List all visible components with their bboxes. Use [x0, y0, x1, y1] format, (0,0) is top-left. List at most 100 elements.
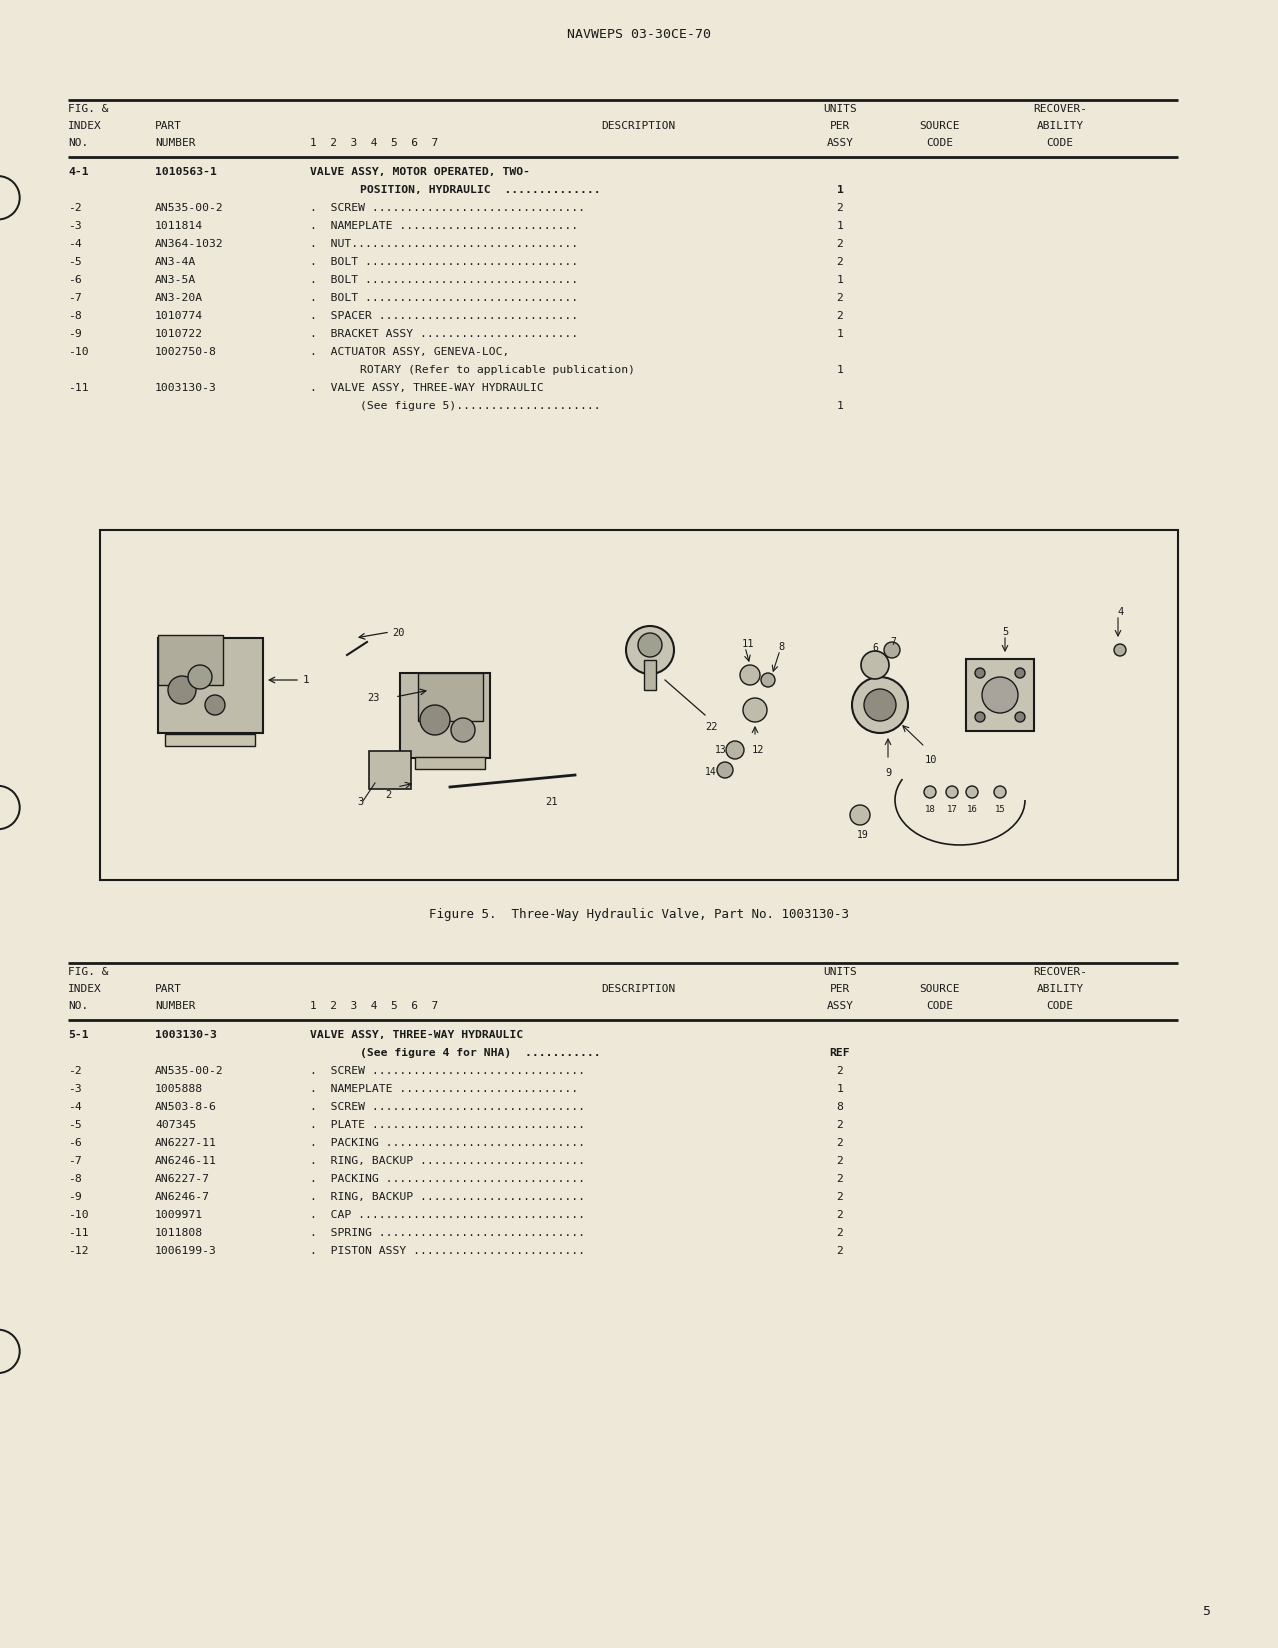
- Text: VALVE ASSY, THREE-WAY HYDRAULIC: VALVE ASSY, THREE-WAY HYDRAULIC: [311, 1030, 523, 1040]
- Text: AN535-00-2: AN535-00-2: [155, 203, 224, 213]
- Circle shape: [0, 176, 20, 219]
- Text: 2: 2: [837, 1228, 843, 1238]
- Bar: [644, 659, 656, 691]
- Circle shape: [946, 786, 958, 798]
- Circle shape: [451, 719, 475, 742]
- Text: 1: 1: [303, 676, 309, 686]
- Text: -3: -3: [68, 1084, 82, 1094]
- Circle shape: [188, 666, 212, 689]
- Text: .  RING, BACKUP ........................: . RING, BACKUP ........................: [311, 1155, 585, 1167]
- Text: FIG. &: FIG. &: [68, 967, 109, 977]
- Text: SOURCE: SOURCE: [920, 120, 960, 130]
- Text: 2: 2: [837, 203, 843, 213]
- Text: PER: PER: [829, 120, 850, 130]
- Text: RECOVER-: RECOVER-: [1033, 967, 1088, 977]
- Text: ROTARY (Refer to applicable publication): ROTARY (Refer to applicable publication): [360, 364, 635, 376]
- Text: 1010774: 1010774: [155, 311, 203, 321]
- Text: 2: 2: [837, 1139, 843, 1149]
- Text: 17: 17: [947, 804, 957, 814]
- Text: 1: 1: [837, 1084, 843, 1094]
- Text: 1003130-3: 1003130-3: [155, 382, 217, 392]
- Text: 1: 1: [837, 364, 843, 376]
- Text: UNITS: UNITS: [823, 104, 856, 114]
- Text: 1006199-3: 1006199-3: [155, 1246, 217, 1256]
- Circle shape: [966, 786, 978, 798]
- Text: 22: 22: [705, 722, 717, 732]
- Circle shape: [726, 742, 744, 760]
- Circle shape: [975, 667, 985, 677]
- Text: 2: 2: [837, 239, 843, 249]
- Circle shape: [743, 699, 767, 722]
- Text: (See figure 5).....................: (See figure 5).....................: [360, 400, 601, 410]
- Text: INDEX: INDEX: [68, 120, 102, 130]
- Text: .  SCREW ...............................: . SCREW ...............................: [311, 1103, 585, 1112]
- Text: 2: 2: [837, 1155, 843, 1167]
- Circle shape: [0, 786, 20, 829]
- Text: 2: 2: [837, 293, 843, 303]
- Text: Figure 5.  Three-Way Hydraulic Valve, Part No. 1003130-3: Figure 5. Three-Way Hydraulic Valve, Par…: [429, 908, 849, 921]
- Text: .  ACTUATOR ASSY, GENEVA-LOC,: . ACTUATOR ASSY, GENEVA-LOC,: [311, 348, 510, 358]
- Text: NO.: NO.: [68, 1000, 88, 1010]
- Circle shape: [861, 651, 889, 679]
- Text: .  SCREW ...............................: . SCREW ...............................: [311, 203, 585, 213]
- Text: -12: -12: [68, 1246, 88, 1256]
- Text: 14: 14: [705, 766, 717, 776]
- Text: AN503-8-6: AN503-8-6: [155, 1103, 217, 1112]
- Text: .  NAMEPLATE ..........................: . NAMEPLATE ..........................: [311, 1084, 578, 1094]
- Text: DESCRIPTION: DESCRIPTION: [601, 120, 675, 130]
- Text: 4: 4: [1117, 606, 1123, 616]
- Text: .  RING, BACKUP ........................: . RING, BACKUP ........................: [311, 1192, 585, 1201]
- Text: 9: 9: [884, 768, 891, 778]
- Circle shape: [975, 712, 985, 722]
- Text: 2: 2: [837, 1121, 843, 1131]
- Bar: [418, 672, 483, 722]
- Text: 2: 2: [837, 1173, 843, 1183]
- Bar: [369, 751, 412, 789]
- Text: -2: -2: [68, 1066, 82, 1076]
- Text: .  PACKING .............................: . PACKING .............................: [311, 1139, 585, 1149]
- Text: 4-1: 4-1: [68, 166, 88, 176]
- Circle shape: [884, 643, 900, 658]
- Circle shape: [420, 705, 450, 735]
- Text: AN535-00-2: AN535-00-2: [155, 1066, 224, 1076]
- Text: AN3-5A: AN3-5A: [155, 275, 197, 285]
- Text: -3: -3: [68, 221, 82, 231]
- Text: 1010722: 1010722: [155, 330, 203, 339]
- Text: 7: 7: [889, 638, 896, 648]
- Text: .  VALVE ASSY, THREE-WAY HYDRAULIC: . VALVE ASSY, THREE-WAY HYDRAULIC: [311, 382, 543, 392]
- Text: INDEX: INDEX: [68, 984, 102, 994]
- Text: -5: -5: [68, 1121, 82, 1131]
- Text: AN3-20A: AN3-20A: [155, 293, 203, 303]
- Text: 8: 8: [837, 1103, 843, 1112]
- Text: -5: -5: [68, 257, 82, 267]
- Text: 2: 2: [837, 257, 843, 267]
- Text: 1005888: 1005888: [155, 1084, 203, 1094]
- Text: 1: 1: [837, 275, 843, 285]
- Text: AN3-4A: AN3-4A: [155, 257, 197, 267]
- Bar: [415, 756, 484, 770]
- Text: -4: -4: [68, 1103, 82, 1112]
- Text: 1: 1: [837, 330, 843, 339]
- Circle shape: [924, 786, 935, 798]
- Text: 407345: 407345: [155, 1121, 197, 1131]
- Text: CODE: CODE: [927, 138, 953, 148]
- Circle shape: [626, 626, 674, 674]
- Text: -11: -11: [68, 382, 88, 392]
- Text: .  PISTON ASSY .........................: . PISTON ASSY .........................: [311, 1246, 585, 1256]
- Text: PART: PART: [155, 984, 181, 994]
- Text: AN6227-7: AN6227-7: [155, 1173, 210, 1183]
- Text: 19: 19: [858, 831, 869, 840]
- Circle shape: [850, 804, 870, 826]
- Text: -2: -2: [68, 203, 82, 213]
- Text: -4: -4: [68, 239, 82, 249]
- Text: DESCRIPTION: DESCRIPTION: [601, 984, 675, 994]
- Text: UNITS: UNITS: [823, 967, 856, 977]
- Circle shape: [0, 1332, 18, 1371]
- Text: POSITION, HYDRAULIC  ..............: POSITION, HYDRAULIC ..............: [360, 185, 601, 194]
- Circle shape: [167, 676, 196, 704]
- Text: 1  2  3  4  5  6  7: 1 2 3 4 5 6 7: [311, 1000, 438, 1010]
- Text: .  NUT.................................: . NUT.................................: [311, 239, 578, 249]
- Bar: [400, 672, 489, 758]
- Circle shape: [1015, 667, 1025, 677]
- Text: 2: 2: [837, 311, 843, 321]
